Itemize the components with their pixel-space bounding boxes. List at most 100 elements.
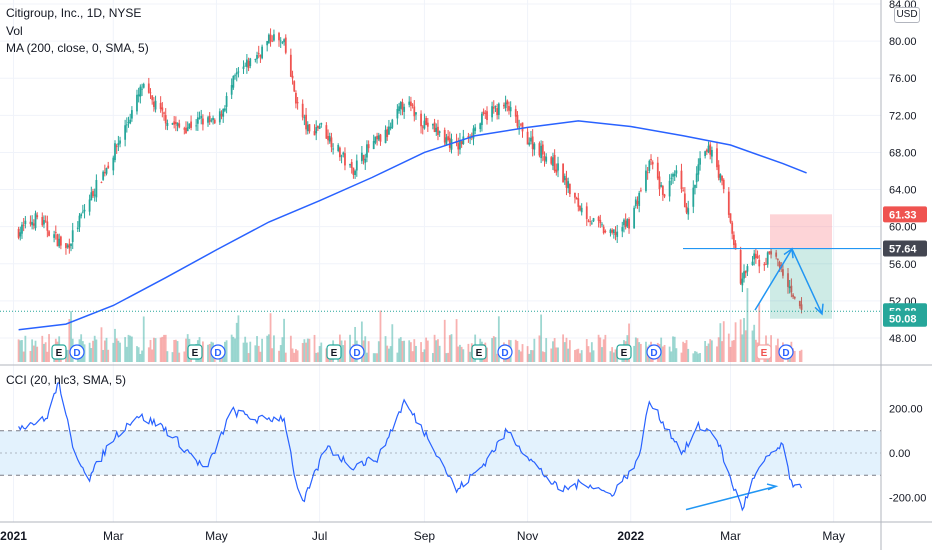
earnings-marker[interactable]: E — [756, 344, 772, 360]
volume-bar — [590, 342, 593, 362]
volume-bar — [396, 352, 399, 362]
volume-bar — [317, 352, 319, 362]
candle-body — [423, 120, 426, 129]
candle-body — [543, 156, 546, 161]
candle-body — [731, 222, 734, 234]
currency-badge[interactable]: USD — [894, 7, 920, 23]
dividend-marker[interactable]: D — [497, 344, 513, 360]
volume-bar — [739, 319, 742, 362]
candle-body — [431, 123, 434, 126]
candle-body — [396, 108, 399, 119]
candle-body — [349, 163, 351, 166]
volume-bar — [34, 340, 37, 362]
candle-body — [798, 300, 801, 307]
candle-body — [778, 262, 781, 267]
volume-bar — [732, 340, 735, 362]
candle-body — [450, 139, 453, 150]
earnings-marker[interactable]: E — [187, 344, 203, 360]
volume-bar — [273, 335, 275, 362]
candle-body — [19, 232, 22, 237]
volume-bar — [575, 349, 578, 362]
earnings-marker[interactable]: E — [326, 344, 342, 360]
volume-bar — [237, 315, 240, 362]
volume-bar — [672, 336, 674, 362]
dividend-marker[interactable]: D — [778, 344, 794, 360]
volume-bar — [415, 345, 417, 362]
time-tick-label: May — [205, 529, 228, 543]
candle-body — [624, 220, 627, 228]
candle-body — [746, 266, 749, 272]
candle-body — [350, 162, 353, 168]
candle-body — [141, 88, 143, 90]
volume-bar — [567, 348, 570, 362]
volume-bar — [372, 353, 375, 362]
cci-trendline — [685, 485, 777, 511]
candle-body — [743, 271, 745, 279]
candle-body — [497, 103, 500, 115]
volume-bar — [589, 352, 592, 362]
volume-bar — [438, 345, 441, 362]
volume-bar — [291, 348, 294, 362]
candle-body — [320, 123, 323, 125]
candle-body — [612, 229, 615, 233]
dividend-marker-label: D — [501, 348, 508, 359]
candle-body — [403, 106, 406, 112]
volume-bar — [313, 334, 316, 362]
volume-bar — [528, 353, 531, 362]
drawing-tools — [0, 214, 881, 511]
candle-body — [526, 131, 529, 145]
volume-bar — [149, 339, 152, 362]
candle-body — [722, 179, 725, 190]
earnings-marker[interactable]: E — [471, 344, 487, 360]
candle-body — [325, 125, 328, 139]
candle-body — [17, 228, 20, 238]
earnings-marker[interactable]: E — [616, 344, 632, 360]
earnings-marker-box — [756, 344, 772, 360]
candle-body — [232, 76, 235, 88]
candle-body — [592, 218, 595, 222]
volume-bar — [455, 319, 458, 362]
dividend-marker[interactable]: D — [69, 344, 85, 360]
volume-bar — [267, 334, 270, 362]
price-tick-label: 68.00 — [889, 147, 917, 159]
candle-body — [200, 115, 203, 119]
candle-body — [460, 141, 463, 145]
volume-bar — [663, 344, 666, 362]
volume-bar — [435, 340, 438, 362]
price-label-bg — [883, 240, 927, 257]
candle-body — [210, 120, 213, 122]
volume-bar — [420, 342, 422, 362]
price-label: 61.33 — [883, 206, 927, 223]
volume-bar — [124, 337, 127, 362]
dividend-marker[interactable]: D — [646, 344, 662, 360]
candle-body — [516, 114, 519, 127]
price-label-text: 61.33 — [889, 209, 917, 221]
volume-bar — [152, 337, 155, 362]
volume-bar — [129, 335, 132, 362]
volume-bar — [601, 347, 603, 362]
candle-body — [683, 193, 686, 208]
earnings-marker[interactable]: E — [51, 344, 67, 360]
candle-body — [469, 137, 471, 139]
volume-bar — [754, 339, 757, 362]
volume-bar — [538, 335, 541, 362]
volume-bar — [154, 338, 157, 362]
dividend-marker[interactable]: D — [349, 344, 365, 360]
volume-bar — [22, 351, 25, 362]
candle-body — [32, 223, 35, 226]
volume-bar — [721, 341, 723, 362]
time-tick-label: Mar — [103, 529, 124, 543]
volume-bar — [719, 323, 722, 362]
candle-body — [78, 215, 81, 228]
candle-body — [492, 106, 495, 109]
candle-body — [105, 168, 108, 174]
cci-tick-label: 200.00 — [889, 404, 923, 416]
candle-body — [313, 131, 316, 136]
dividend-marker[interactable]: D — [210, 344, 226, 360]
candle-body — [508, 105, 510, 111]
volume-bar — [279, 345, 282, 362]
volume-bar — [379, 310, 382, 362]
candle-body — [443, 129, 446, 143]
